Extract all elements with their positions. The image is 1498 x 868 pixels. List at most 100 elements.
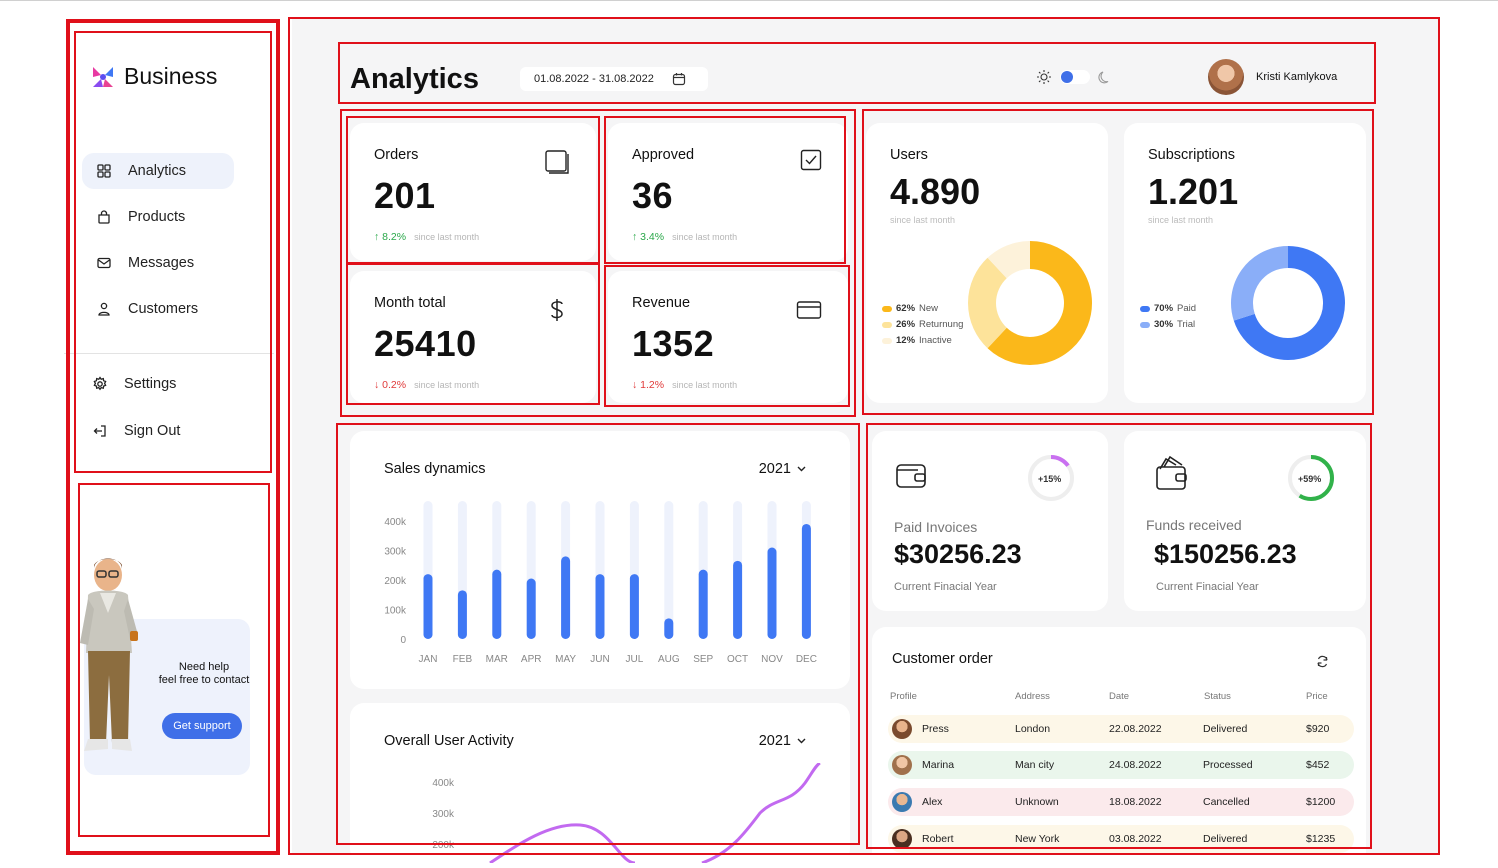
subscriptions-card[interactable]: Subscriptions 1.201 since last month 70%…: [1124, 123, 1366, 403]
user-profile[interactable]: Kristi Kamlykova: [1208, 59, 1337, 95]
ring-label: +15%: [1038, 474, 1062, 484]
ring-progress: [1028, 455, 1074, 501]
x-tick-label: JUN: [590, 654, 609, 665]
paid-invoices-card[interactable]: +15% Paid Invoices $30256.23 Current Fin…: [872, 431, 1108, 611]
legend-swatch: [882, 321, 892, 328]
legend-item: 12% Inactive: [882, 335, 963, 346]
kpi-change: ↑ 8.2% since last month: [374, 231, 480, 243]
kpi-label: Approved: [632, 147, 695, 163]
sidebar-item-label: Settings: [124, 376, 177, 392]
help-text: Need help feel free to contact: [158, 661, 250, 686]
activity-line: [489, 763, 821, 863]
sidebar-item-customers[interactable]: Customers: [82, 291, 234, 327]
sidebar-item-products[interactable]: Products: [82, 199, 234, 235]
grid-icon: [97, 164, 111, 178]
sidebar-item-sign-out[interactable]: Sign Out: [78, 413, 230, 449]
avatar: [1208, 59, 1244, 95]
theme-toggle[interactable]: [1036, 69, 1112, 85]
get-support-button[interactable]: Get support: [162, 713, 242, 739]
subscriptions-value: 1.201: [1148, 171, 1239, 212]
bar: [526, 578, 536, 639]
sidebar-divider: [64, 353, 274, 354]
kpi-change: ↓ 1.2% since last month: [632, 379, 738, 391]
activity-title: Overall User Activity: [384, 733, 514, 749]
sidebar-item-analytics[interactable]: Analytics: [82, 153, 234, 189]
kpi-value: 25410: [374, 323, 477, 364]
x-tick-label: MAR: [486, 654, 508, 665]
brand-logo[interactable]: Business: [90, 63, 217, 90]
kpi-change-value: ↓ 1.2%: [632, 379, 665, 391]
kpi-change: ↑ 3.4% since last month: [632, 231, 738, 243]
x-tick-label: NOV: [761, 654, 783, 665]
table-row[interactable]: Robert New York 03.08.2022 Delivered $12…: [888, 825, 1354, 853]
date-range-picker[interactable]: 01.08.2022 - 31.08.2022: [520, 67, 708, 91]
wallet-icon: [896, 464, 926, 488]
kpi-label: Orders: [374, 147, 419, 163]
kpi-card-approved[interactable]: Approved 36 ↑ 3.4% since last month: [608, 123, 848, 261]
sidebar-item-label: Sign Out: [124, 423, 181, 439]
y-tick-label: 300k: [384, 547, 407, 558]
legend-item: 70% Paid: [1140, 303, 1196, 314]
chevron-down-icon: [797, 738, 806, 744]
bar: [733, 560, 743, 639]
theme-switch[interactable]: [1060, 70, 1090, 84]
bar: [664, 618, 674, 639]
users-card[interactable]: Users 4.890 since last month 62% New 26% R…: [866, 123, 1108, 403]
kpi-change-value: ↓ 0.2%: [374, 379, 407, 391]
column-header: Address: [1015, 691, 1050, 702]
user-activity-line-chart: 400k 300k 200k: [432, 763, 821, 863]
calendar-icon: [672, 73, 685, 86]
avatar: [892, 755, 912, 775]
sign-out-icon: [93, 425, 106, 437]
kpi-card-orders[interactable]: Orders 201 ↑ 8.2% since last month: [350, 123, 596, 261]
theme-switch-knob: [1061, 71, 1073, 83]
user-name: Kristi Kamlykova: [1256, 71, 1338, 83]
kpi-value: 36: [632, 175, 674, 216]
legend-swatch: [882, 305, 892, 312]
y-tick-label: 100k: [384, 606, 407, 617]
main-content: Analytics 01.08.2022 - 31.08.2022 Kristi…: [292, 19, 1438, 867]
bar: [457, 590, 467, 639]
column-header: Date: [1109, 691, 1130, 702]
kpi-value: 201: [374, 175, 436, 216]
sidebar-item-settings[interactable]: Settings: [78, 366, 230, 402]
bar: [698, 569, 708, 639]
funds-received-card[interactable]: +59% Funds received $150256.23 Current F…: [1124, 431, 1366, 611]
paid-invoices-progress-ring: [1028, 455, 1074, 501]
x-tick-label: JAN: [419, 654, 438, 665]
mail-icon: [97, 257, 111, 269]
avatar: [892, 792, 912, 812]
legend-item: 26% Returnung: [882, 319, 963, 330]
user-icon: [98, 302, 110, 316]
bar: [561, 556, 571, 639]
page-title: Analytics: [350, 63, 479, 95]
finance-label: Funds received: [1146, 517, 1242, 533]
customer-order-card: Customer order Profile Address Date Stat…: [872, 627, 1366, 867]
legend-item: 30% Trial: [1140, 319, 1196, 330]
kpi-card-revenue[interactable]: Revenue 1352 ↓ 1.2% since last month: [608, 271, 848, 403]
finance-value: $150256.23: [1154, 539, 1297, 569]
sidebar-item-messages[interactable]: Messages: [82, 245, 234, 281]
brand-mark-icon: [93, 66, 113, 87]
table-row[interactable]: Press London 22.08.2022 Delivered $920: [888, 715, 1354, 743]
brand-name: Business: [124, 63, 218, 89]
table-row[interactable]: Alex Unknown 18.08.2022 Cancelled $1200: [888, 788, 1354, 816]
activity-year-select[interactable]: 2021: [759, 733, 806, 749]
table-row[interactable]: Marina Man city 24.08.2022 Processed $45…: [888, 751, 1354, 779]
sidebar-item-label: Products: [128, 209, 186, 225]
avatar: [892, 719, 912, 739]
subscriptions-legend: 70% Paid 30% Trial: [1140, 303, 1196, 330]
legend-swatch: [882, 337, 892, 344]
sales-dynamics-card: Sales dynamics 2021 400k 300k 200k 100k 0 JAN…: [350, 431, 850, 689]
x-tick-label: JUL: [626, 654, 644, 665]
x-tick-label: APR: [521, 654, 542, 665]
subscriptions-donut-chart: [1231, 246, 1345, 360]
y-tick-label: 300k: [432, 809, 455, 820]
refresh-icon[interactable]: [1316, 655, 1329, 668]
gear-icon: [93, 376, 107, 391]
users-since: since last month: [890, 215, 956, 225]
x-tick-label: FEB: [453, 654, 473, 665]
column-header: Price: [1306, 691, 1328, 702]
kpi-card-month-total[interactable]: Month total 25410 ↓ 0.2% since last month: [350, 271, 596, 403]
sales-year-select[interactable]: 2021: [759, 461, 806, 477]
